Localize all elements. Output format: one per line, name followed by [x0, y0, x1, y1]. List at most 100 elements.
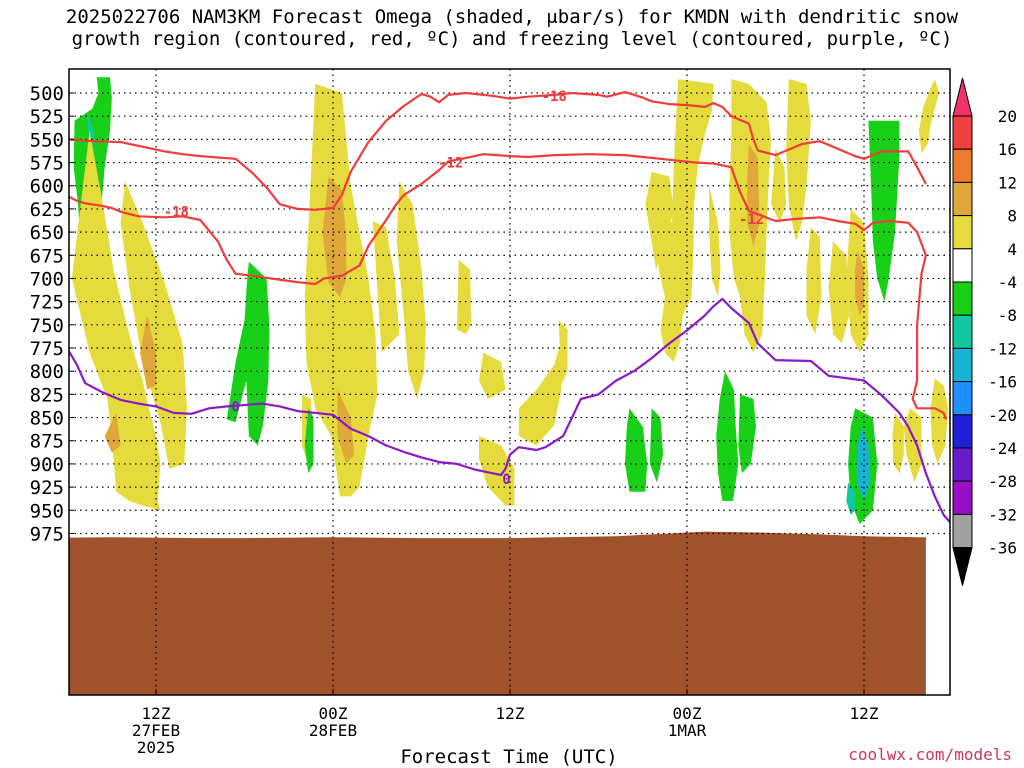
colorbar-bin [952, 314, 973, 349]
contour-minus12-label: -12 [739, 212, 764, 228]
x-tick-label: 2025 [137, 738, 176, 757]
colorbar-bin [952, 181, 973, 217]
contour-minus12 [69, 90, 927, 211]
contour-minus18-label: -18 [164, 205, 189, 221]
omega-region-yellow [903, 408, 922, 483]
watermark: coolwx.com/models [848, 745, 1012, 764]
y-tick-label: 650 [30, 222, 64, 244]
x-tick-label: 12Z [850, 704, 879, 723]
y-tick-label: 525 [30, 106, 64, 128]
y-tick-label: 975 [30, 523, 64, 545]
omega-shading [71, 77, 949, 525]
colorbar-label: -28 [988, 472, 1017, 491]
y-tick-label: 725 [30, 292, 64, 314]
omega-region-yellow [396, 181, 426, 399]
colorbar-bin [952, 281, 973, 316]
contour-lines: -12 -12 -18 -18 0 0 [69, 89, 950, 524]
terrain [69, 531, 926, 695]
omega-region-yellow [645, 171, 674, 270]
y-tick-label: 800 [30, 361, 64, 383]
omega-region-yellow [71, 130, 161, 511]
omega-region-green [226, 261, 270, 446]
omega-region-orange [855, 250, 864, 316]
colorbar-label: 20 [998, 107, 1017, 126]
colorbar-bin [952, 513, 973, 549]
omega-region-green [738, 394, 756, 474]
y-tick-label: 825 [30, 384, 64, 406]
omega-region-teal [87, 111, 95, 149]
colorbar-bin [952, 148, 973, 183]
x-tick-label: 00Z [673, 704, 702, 723]
colorbar-label: -8 [998, 306, 1017, 325]
y-tick-label: 500 [30, 83, 64, 105]
colorbar-bottom-arrow [952, 547, 973, 586]
omega-region-yellow [918, 79, 940, 154]
omega-region-green [304, 408, 314, 474]
omega-region-yellow [479, 352, 506, 399]
y-tick-label: 675 [30, 245, 64, 267]
contour-freezing-0c-label: 0 [231, 399, 239, 415]
y-tick-label: 775 [30, 338, 64, 360]
x-tick-label: 28FEB [309, 721, 357, 740]
colorbar-bin [952, 381, 973, 416]
y-tick-label: 850 [30, 408, 64, 430]
omega-region-orange [337, 389, 355, 464]
y-tick-label: 900 [30, 454, 64, 476]
title-line-1: 2025022706 NAM3KM Forecast Omega (shaded… [65, 6, 959, 28]
x-tick-label: 27FEB [132, 721, 180, 740]
colorbar-top-arrow [952, 77, 973, 117]
omega-region-yellow [709, 185, 721, 297]
omega-region-orange [322, 176, 347, 297]
colorbar-bin [952, 480, 973, 515]
omega-region-yellow [786, 79, 811, 242]
omega-region-green [868, 120, 900, 302]
omega-region-orange [104, 412, 121, 453]
contour-minus18 [69, 153, 948, 420]
omega-region-yellow [372, 221, 400, 353]
y-tick-label: 875 [30, 431, 64, 453]
colorbar-bin [952, 447, 973, 482]
x-tick-label: 12Z [496, 704, 525, 723]
colorbar-label: -32 [988, 505, 1017, 524]
colorbar-label: -20 [988, 406, 1017, 425]
omega-region-yellow [930, 378, 949, 464]
grid-lines [69, 69, 950, 695]
omega-region-yellow [806, 227, 822, 335]
y-tick-label: 950 [30, 500, 64, 522]
colorbar-label: 16 [998, 140, 1017, 159]
x-tick-label: 12Z [142, 704, 171, 723]
y-tick-label: 550 [30, 129, 64, 151]
colorbar-label: 4 [1007, 240, 1017, 259]
omega-region-green [716, 371, 739, 501]
x-tick-label: 1MAR [668, 721, 707, 740]
y-tick-label: 575 [30, 153, 64, 175]
omega-region-teal [846, 482, 856, 515]
title-line-2: growth region (contoured, red, ºC) and f… [71, 28, 953, 50]
terrain-area [69, 531, 926, 695]
omega-region-yellow [660, 79, 714, 362]
contour-minus12-label: -12 [438, 156, 463, 172]
omega-region-yellow [892, 412, 904, 474]
colorbar-bin [952, 215, 973, 250]
colorbar-label: 8 [1007, 207, 1017, 226]
y-axis: 5005255505756006256506757007257507758008… [30, 83, 74, 545]
colorbar-label: -12 [988, 339, 1017, 358]
y-tick-label: 600 [30, 176, 64, 198]
omega-region-green [625, 408, 648, 492]
x-tick-label: 00Z [319, 704, 348, 723]
omega-region-yellow [479, 436, 515, 506]
colorbar-label: -24 [988, 439, 1017, 458]
omega-region-cyan [856, 426, 871, 501]
contour-minus18-label: -18 [542, 89, 567, 105]
y-tick-label: 750 [30, 315, 64, 337]
colorbar-label: -16 [988, 373, 1017, 392]
colorbar: 20 16 12 8 4 -4 -8 -12 -16 -20 -24 -28 -32 -36 [952, 77, 1017, 586]
omega-region-orange [747, 144, 760, 246]
colorbar-label: -36 [988, 539, 1017, 558]
colorbar-bin [952, 248, 973, 283]
omega-region-yellow [456, 259, 472, 335]
colorbar-bin [952, 115, 973, 150]
y-tick-label: 700 [30, 268, 64, 290]
